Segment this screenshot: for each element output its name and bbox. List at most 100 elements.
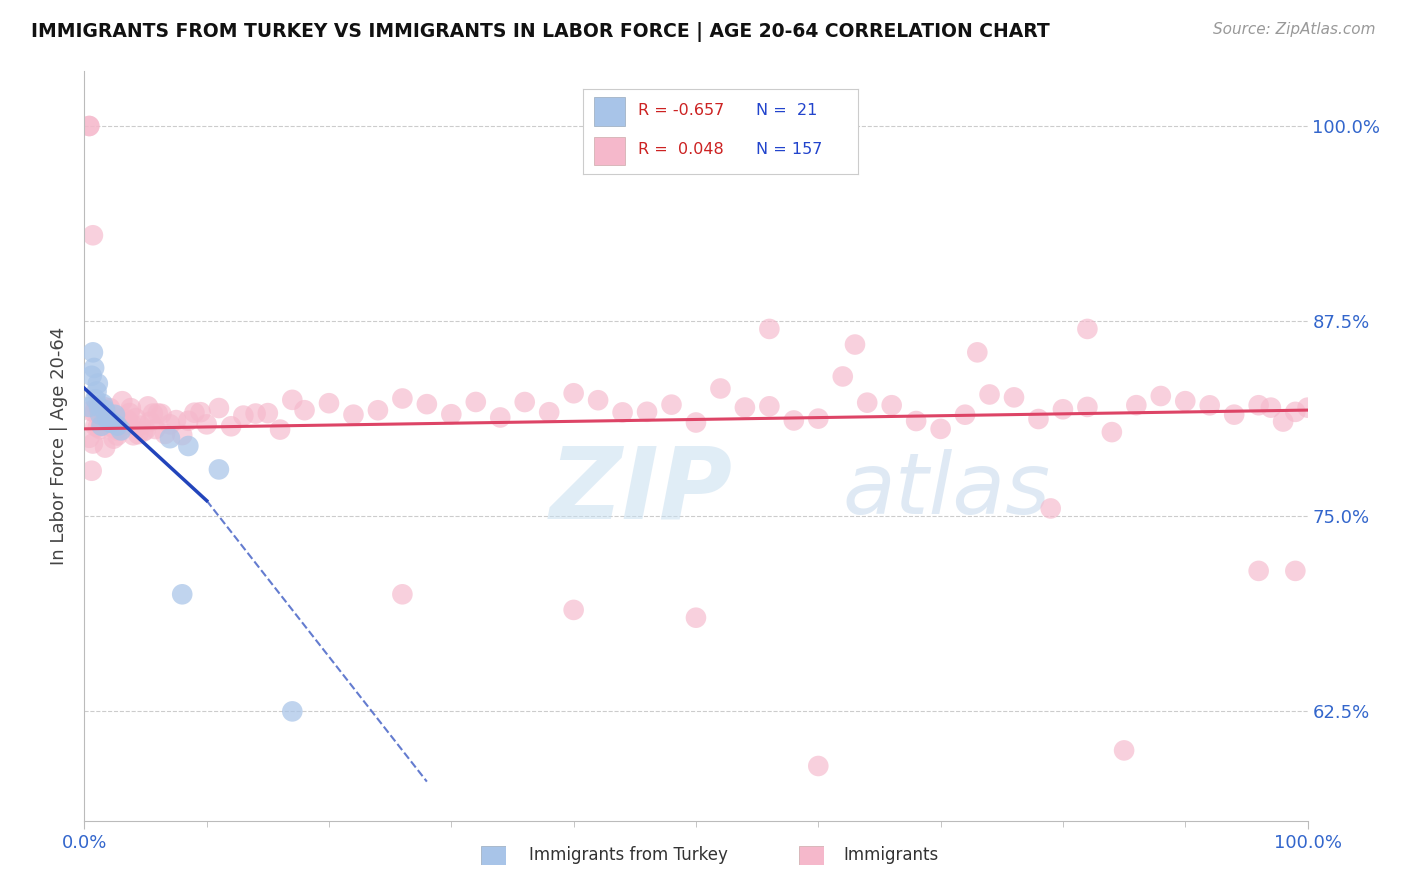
Point — [97, 406, 120, 420]
Point — [94, 441, 117, 455]
Point — [87, 420, 110, 434]
Point — [905, 414, 928, 428]
Point — [77, 400, 100, 414]
Point — [135, 423, 157, 437]
Point — [114, 417, 136, 432]
Point — [177, 439, 200, 453]
Point — [1296, 401, 1319, 415]
Point — [132, 425, 155, 439]
Point — [104, 408, 127, 422]
Point — [82, 228, 104, 243]
Point — [1247, 564, 1270, 578]
Point — [105, 424, 128, 438]
Point — [93, 400, 115, 414]
Point — [281, 705, 304, 719]
Point — [208, 401, 231, 415]
Point — [489, 410, 512, 425]
Point — [685, 416, 707, 430]
Text: Source: ZipAtlas.com: Source: ZipAtlas.com — [1212, 22, 1375, 37]
Point — [1076, 322, 1098, 336]
Point — [966, 345, 988, 359]
Point — [105, 428, 128, 442]
Point — [97, 412, 120, 426]
Text: Immigrants from Turkey: Immigrants from Turkey — [529, 847, 727, 864]
Point — [120, 401, 142, 416]
Point — [177, 414, 200, 428]
Point — [562, 386, 585, 401]
Point — [118, 406, 141, 420]
Point — [91, 397, 114, 411]
Point — [136, 400, 159, 414]
Point — [94, 403, 117, 417]
Point — [318, 396, 340, 410]
Point — [1284, 564, 1306, 578]
Point — [80, 464, 103, 478]
Point — [1052, 402, 1074, 417]
Point — [105, 418, 128, 433]
Text: N =  21: N = 21 — [756, 103, 818, 119]
Point — [117, 415, 139, 429]
Point — [342, 408, 364, 422]
Point — [82, 345, 104, 359]
Point — [783, 413, 806, 427]
Point — [709, 382, 731, 396]
Point — [562, 603, 585, 617]
Text: R = -0.657: R = -0.657 — [638, 103, 724, 119]
Point — [91, 418, 114, 433]
Point — [146, 406, 169, 420]
Point — [538, 405, 561, 419]
Text: R =  0.048: R = 0.048 — [638, 143, 724, 157]
Text: atlas: atlas — [842, 450, 1050, 533]
Point — [1125, 398, 1147, 412]
Point — [661, 398, 683, 412]
Point — [86, 400, 108, 414]
Point — [115, 412, 138, 426]
Bar — [595, 97, 624, 126]
Point — [87, 376, 110, 391]
Point — [107, 413, 129, 427]
Point — [367, 403, 389, 417]
Point — [125, 411, 148, 425]
Point — [844, 337, 866, 351]
Point — [87, 404, 110, 418]
Point — [115, 417, 138, 432]
Point — [159, 431, 181, 445]
Point — [77, 431, 100, 445]
Point — [1076, 400, 1098, 414]
Point — [165, 413, 187, 427]
Point — [391, 587, 413, 601]
Point — [1260, 401, 1282, 415]
Point — [83, 360, 105, 375]
Point — [77, 119, 100, 133]
Point — [734, 401, 756, 415]
Point — [90, 418, 112, 433]
Point — [758, 322, 780, 336]
Point — [110, 416, 132, 430]
Point — [245, 407, 267, 421]
Point — [1101, 425, 1123, 439]
Point — [101, 416, 124, 430]
Point — [121, 417, 143, 432]
Point — [269, 423, 291, 437]
Point — [108, 420, 131, 434]
Point — [758, 399, 780, 413]
Point — [143, 422, 166, 436]
Text: N = 157: N = 157 — [756, 143, 823, 157]
Point — [257, 406, 280, 420]
Point — [929, 422, 952, 436]
Point — [1247, 398, 1270, 412]
Point — [1114, 743, 1136, 757]
Point — [1284, 405, 1306, 419]
Point — [96, 417, 118, 431]
Point — [103, 432, 125, 446]
Point — [98, 416, 121, 430]
Point — [139, 415, 162, 429]
Point — [1174, 394, 1197, 409]
Point — [953, 408, 976, 422]
Point — [172, 428, 194, 442]
Point — [1039, 501, 1062, 516]
Point — [440, 407, 463, 421]
Point — [89, 408, 111, 422]
Point — [856, 395, 879, 409]
Point — [100, 415, 122, 429]
